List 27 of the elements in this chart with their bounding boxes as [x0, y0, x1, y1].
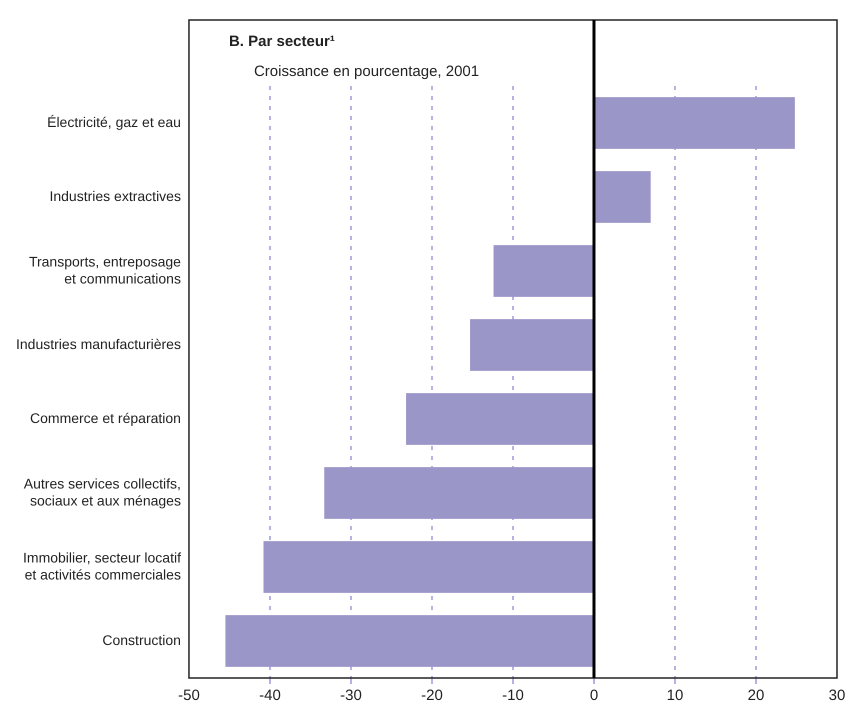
y-tick-label: Industries extractives: [49, 188, 181, 204]
bar: [263, 541, 594, 593]
bar: [406, 393, 594, 445]
y-tick-label: Électricité, gaz et eau: [47, 114, 181, 130]
bar: [494, 245, 594, 297]
y-tick-label: Commerce et réparation: [30, 410, 181, 426]
bar: [594, 171, 651, 223]
x-tick-label: -50: [178, 687, 200, 704]
chart-title: B. Par secteur¹: [228, 33, 335, 50]
bar: [594, 97, 795, 149]
x-tick-label: 20: [748, 687, 764, 704]
y-tick-label: Autres services collectifs, sociaux et aux ménages: [24, 475, 181, 508]
x-tick-label: -40: [259, 687, 281, 704]
chart-subtitle: Croissance en pourcentage, 2001: [254, 63, 480, 80]
y-tick-label: Immobilier, secteur locatif et activités commerciales: [23, 549, 182, 582]
y-tick-label: Construction: [102, 632, 181, 648]
x-tick-label: 30: [828, 687, 846, 704]
y-tick-label: Industries manufacturières: [16, 336, 181, 352]
x-tick-label: -20: [421, 687, 443, 704]
bar: [470, 319, 594, 371]
x-tick-label: 10: [666, 687, 684, 704]
x-tick-label: -10: [502, 687, 524, 704]
y-tick-label: Transports, entreposage et communications: [28, 253, 182, 286]
x-tick-label: -30: [340, 687, 362, 704]
bar: [324, 467, 594, 519]
x-tick-label: 0: [590, 687, 598, 704]
bar: [225, 615, 594, 667]
